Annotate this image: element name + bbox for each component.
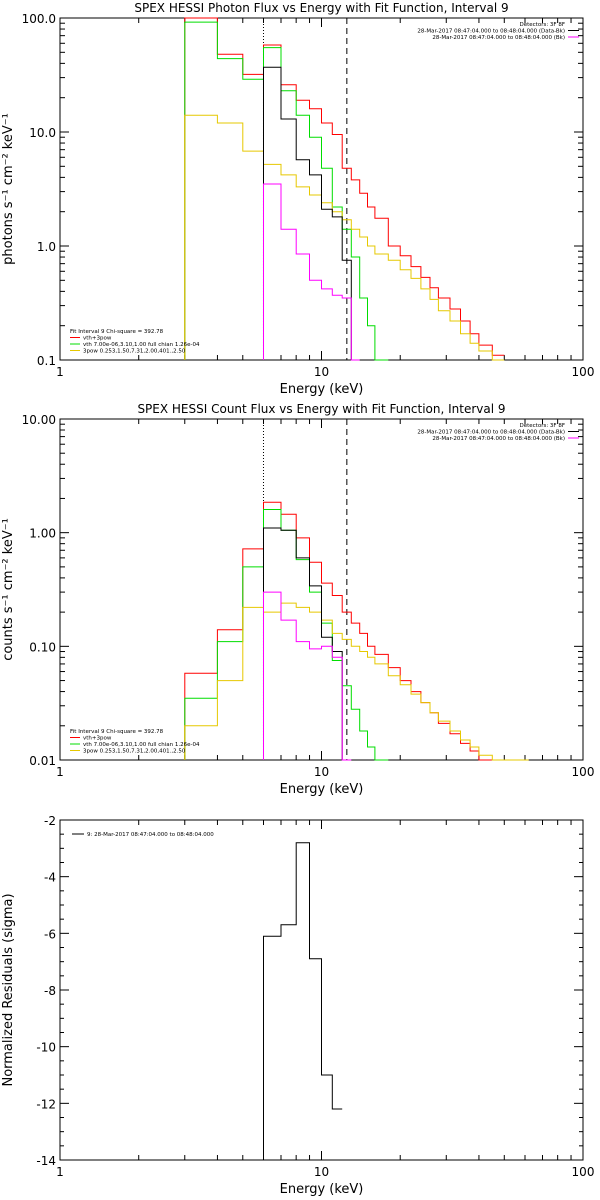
chart-title: SPEX HESSI Photon Flux vs Energy with Fi… (134, 1, 508, 15)
fit-info-text: Fit Interval 9 Chi-square = 392.78 (70, 729, 164, 735)
series-data-bk (263, 527, 352, 761)
legend-entry: 28-Mar-2017 08:47:04.000 to 08:48:04.000… (432, 35, 565, 41)
x-tick-label: 100 (572, 365, 595, 379)
y-tick-label: 0.1 (37, 354, 56, 368)
series-vth-3pow (184, 17, 505, 360)
x-axis-label: Energy (keV) (280, 782, 364, 797)
y-tick-label: -14 (36, 1154, 56, 1168)
x-tick-label: 100 (572, 1165, 595, 1179)
legend-entry: Detectors: 3F 8F (519, 423, 565, 429)
legend-entry: 28-Mar-2017 08:47:04.000 to 08:48:04.000… (432, 436, 565, 442)
y-axis-label: Normalized Residuals (sigma) (1, 893, 16, 1086)
chart-2: SPEX HESSI Count Flux vs Energy with Fit… (1, 402, 594, 797)
x-tick-label: 1 (56, 365, 64, 379)
y-tick-label: 100.0 (22, 12, 56, 26)
series-vth (184, 21, 389, 361)
x-tick-label: 100 (572, 765, 595, 779)
legend-entry: Detectors: 3F 8F (519, 22, 565, 28)
y-tick-label: -2 (44, 814, 56, 828)
y-tick-label: -8 (44, 984, 56, 998)
x-axis-label: Energy (keV) (280, 382, 364, 397)
fit-info-text: 3pow 0.253,1.50,7.31,2.00,401.,2.50 (83, 349, 186, 355)
fit-info-text: 3pow 0.253,1.50,7.31,2.00,401.,2.50 (83, 749, 186, 755)
chart-3: 1 10 100 -14 -12 -10 -8 -6 -4 -2 Energy (keV) Norma… (1, 814, 594, 1197)
y-tick-label: -12 (36, 1097, 56, 1111)
series-9-28-mar-2017-08-47-04-000-to-08-48-04-000 (263, 842, 343, 1160)
y-tick-label: 1.0 (37, 240, 56, 254)
chart-title: SPEX HESSI Count Flux vs Energy with Fit… (137, 402, 505, 416)
y-tick-label: 1.00 (29, 527, 56, 541)
y-tick-label: 10.00 (22, 413, 56, 427)
fit-info-text: Fit Interval 9 Chi-square = 392.78 (70, 329, 164, 335)
y-tick-label: 10.0 (29, 126, 56, 140)
fit-info-text: vth 7.00e-06,3.10,1.00 full chian 1.26e-… (83, 742, 200, 748)
x-tick-label: 10 (314, 365, 329, 379)
x-tick-label: 10 (314, 1165, 329, 1179)
x-tick-label: 1 (56, 765, 64, 779)
y-tick-label: 0.10 (29, 640, 56, 654)
legend-entry: 28-Mar-2017 08:47:04.000 to 08:48:04.000… (417, 430, 565, 436)
x-axis-label: Energy (keV) (280, 1182, 364, 1197)
y-tick-label: -4 (44, 871, 56, 885)
y-tick-label: 0.01 (29, 754, 56, 768)
y-tick-label: -6 (44, 927, 56, 941)
series-vth (184, 509, 389, 761)
fit-info-text: vth 7.00e-06,3.10,1.00 full chian 1.26e-… (83, 342, 200, 348)
fit-info-text: vth+3pow (83, 336, 112, 342)
chart-1: SPEX HESSI Photon Flux vs Energy with Fi… (1, 1, 594, 397)
series-3pow (184, 602, 529, 761)
x-tick-label: 10 (314, 765, 329, 779)
y-tick-label: -10 (36, 1041, 56, 1055)
series-data-bk (263, 66, 360, 361)
legend-entry: 28-Mar-2017 08:47:04.000 to 08:48:04.000… (417, 29, 565, 35)
fit-info-text: vth+3pow (83, 736, 112, 742)
series-bk (263, 183, 360, 361)
x-tick-label: 1 (56, 1165, 64, 1179)
legend-entry: 9: 28-Mar-2017 08:47:04.000 to 08:48:04.… (87, 832, 214, 838)
y-axis-label: photons s⁻¹ cm⁻² keV⁻¹ (1, 113, 16, 265)
series-3pow (184, 114, 505, 361)
y-axis-label: counts s⁻¹ cm⁻² keV⁻¹ (1, 518, 16, 661)
series-bk (263, 591, 352, 761)
